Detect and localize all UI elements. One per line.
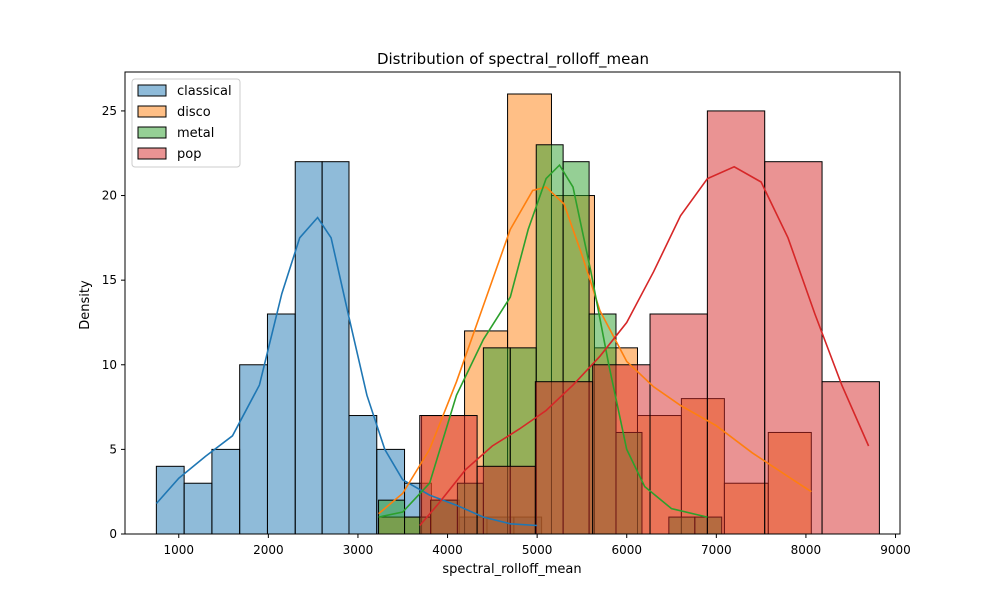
histogram-bar-classical	[211, 448, 241, 535]
x-tick-label: 3000	[343, 543, 374, 557]
legend-label-pop: pop	[177, 147, 201, 162]
x-tick-label: 5000	[522, 543, 553, 557]
y-tick-label: 20	[102, 189, 117, 203]
kde-line-metal	[378, 163, 708, 518]
y-tick-label: 15	[102, 273, 117, 287]
x-tick-label: 2000	[253, 543, 284, 557]
bars-layer	[155, 93, 880, 535]
histogram-bar-classical	[294, 161, 323, 535]
histogram-bar-pop	[764, 161, 823, 535]
legend-label-classical: classical	[177, 84, 232, 99]
x-tick-label: 9000	[880, 543, 911, 557]
y-tick-label: 0	[109, 527, 117, 541]
legend-swatch-metal	[137, 126, 167, 139]
legend-frame	[131, 78, 241, 168]
legend: classical disco metal pop	[131, 78, 241, 168]
y-axis-ticks: 0 5 10 15 20 25	[102, 104, 125, 541]
histogram-bar-classical	[321, 161, 350, 535]
histogram-bar-classical	[183, 482, 213, 535]
x-tick-label: 4000	[432, 543, 463, 557]
histogram-bar-classical	[239, 364, 268, 535]
histogram-bar-pop	[476, 465, 536, 535]
legend-swatch-classical	[137, 84, 167, 97]
legend-label-metal: metal	[177, 126, 214, 141]
series-pop-bars	[419, 110, 880, 535]
plot-frame	[124, 71, 901, 535]
kde-layer	[155, 163, 870, 527]
x-axis-label: spectral_rolloff_mean	[442, 562, 581, 577]
histogram-bar-pop	[649, 313, 708, 535]
histogram-bar-classical	[266, 313, 296, 535]
y-tick-label: 5	[109, 442, 117, 456]
x-tick-label: 1000	[163, 543, 194, 557]
histogram-bar-pop	[706, 110, 766, 535]
legend-swatch-disco	[137, 105, 167, 118]
legend-label-disco: disco	[177, 105, 211, 120]
x-axis-ticks: 1000 2000 3000 4000 5000 6000 7000 8000 9000	[163, 534, 911, 557]
histogram-bar-pop	[592, 364, 651, 535]
y-tick-label: 25	[102, 104, 117, 118]
chart-title: Distribution of spectral_rolloff_mean	[377, 50, 649, 69]
x-tick-label: 8000	[791, 543, 822, 557]
kde-line-disco	[378, 186, 812, 515]
kde-line-classical	[155, 216, 538, 527]
y-tick-label: 10	[102, 358, 117, 372]
histogram-bar-pop	[534, 381, 594, 535]
x-tick-label: 7000	[701, 543, 732, 557]
series-classical-bars	[155, 161, 543, 535]
histogram-bar-classical	[348, 415, 378, 535]
kde-line-pop	[419, 165, 870, 527]
legend-swatch-pop	[137, 147, 167, 160]
y-axis-label: Density	[78, 280, 93, 330]
x-tick-label: 6000	[611, 543, 642, 557]
